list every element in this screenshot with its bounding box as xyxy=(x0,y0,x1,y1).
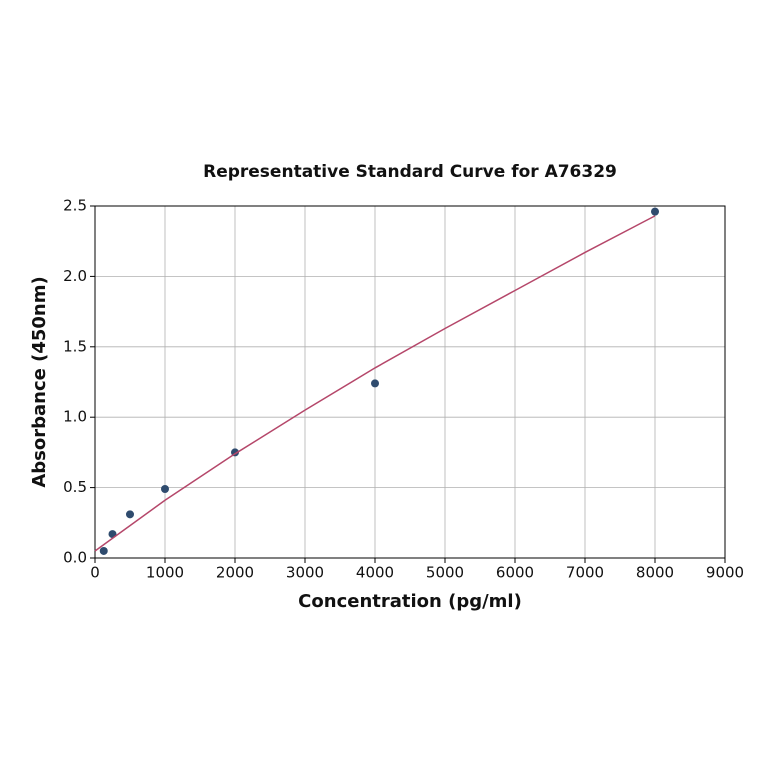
x-tick-label: 7000 xyxy=(566,564,604,582)
y-axis-label: Absorbance (450nm) xyxy=(29,276,50,487)
fit-curve xyxy=(94,215,656,552)
x-tick-label: 4000 xyxy=(356,564,394,582)
chart-title: Representative Standard Curve for A76329 xyxy=(203,162,617,182)
data-point xyxy=(371,379,379,388)
y-tick-label: 1.5 xyxy=(63,337,87,355)
x-tick-label: 8000 xyxy=(636,564,674,582)
y-tick-label: 0.0 xyxy=(63,549,87,567)
x-tick-label: 9000 xyxy=(706,564,744,582)
y-tick-label: 2.0 xyxy=(63,267,87,285)
y-tick-label: 1.0 xyxy=(63,408,87,426)
data-point xyxy=(99,546,108,555)
x-tick-label: 5000 xyxy=(426,564,464,582)
y-tick-label: 2.5 xyxy=(63,197,87,215)
y-tick-label: 0.5 xyxy=(63,478,87,496)
data-point xyxy=(651,207,659,216)
x-axis-label: Concentration (pg/ml) xyxy=(298,591,522,612)
data-point xyxy=(126,510,134,519)
x-tick-label: 6000 xyxy=(496,564,534,582)
data-point xyxy=(161,485,169,494)
x-tick-label: 0 xyxy=(90,564,100,582)
plot-frame xyxy=(94,205,726,559)
x-tick-label: 3000 xyxy=(286,564,324,582)
x-tick-label: 2000 xyxy=(216,564,254,582)
x-tick-label: 1000 xyxy=(146,564,184,582)
